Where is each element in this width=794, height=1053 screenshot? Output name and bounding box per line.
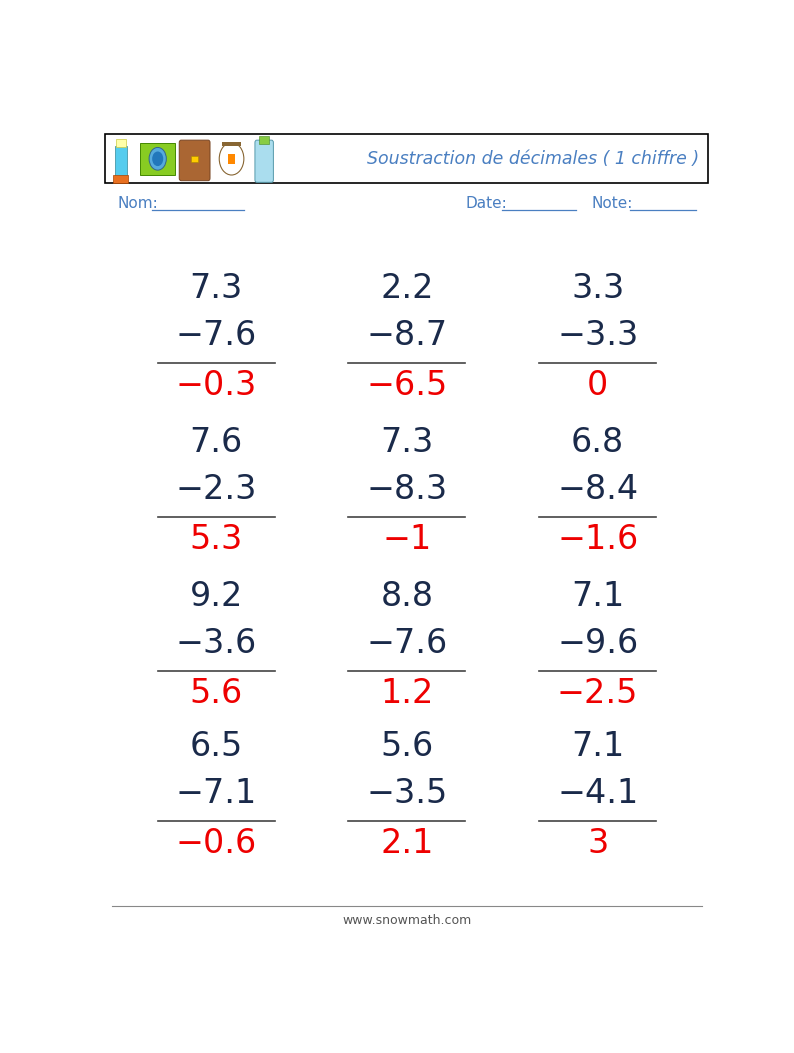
Circle shape — [152, 152, 164, 166]
FancyBboxPatch shape — [114, 175, 128, 183]
Text: 7.1: 7.1 — [571, 731, 624, 763]
Text: 7.1: 7.1 — [571, 580, 624, 614]
Text: −8.4: −8.4 — [557, 474, 638, 506]
Text: −7.6: −7.6 — [175, 319, 256, 353]
Text: 5.3: 5.3 — [190, 523, 243, 556]
Text: Nom:: Nom: — [118, 196, 159, 211]
Text: −3.6: −3.6 — [175, 628, 256, 660]
Text: 7.3: 7.3 — [190, 273, 243, 305]
Text: −3.3: −3.3 — [557, 319, 638, 353]
Text: 3: 3 — [587, 828, 608, 860]
Text: −6.5: −6.5 — [366, 370, 448, 402]
Text: −1: −1 — [382, 523, 432, 556]
Text: −0.3: −0.3 — [175, 370, 256, 402]
Text: 7.3: 7.3 — [380, 426, 434, 459]
FancyBboxPatch shape — [222, 142, 241, 145]
FancyBboxPatch shape — [179, 140, 210, 181]
Text: 5.6: 5.6 — [380, 731, 434, 763]
Text: 5.6: 5.6 — [190, 677, 243, 710]
Text: −2.3: −2.3 — [175, 474, 256, 506]
Text: 0: 0 — [587, 370, 608, 402]
Text: −9.6: −9.6 — [557, 628, 638, 660]
Text: 2.1: 2.1 — [380, 828, 434, 860]
Text: 2.2: 2.2 — [380, 273, 434, 305]
Text: −4.1: −4.1 — [557, 777, 638, 811]
Text: −7.1: −7.1 — [175, 777, 256, 811]
FancyBboxPatch shape — [191, 156, 198, 162]
FancyBboxPatch shape — [228, 154, 235, 163]
FancyBboxPatch shape — [255, 140, 273, 182]
FancyBboxPatch shape — [116, 139, 125, 147]
FancyBboxPatch shape — [114, 145, 127, 178]
Text: 8.8: 8.8 — [380, 580, 434, 614]
Text: 9.2: 9.2 — [190, 580, 243, 614]
Bar — [106, 135, 708, 183]
Text: −1.6: −1.6 — [557, 523, 638, 556]
FancyBboxPatch shape — [259, 136, 269, 144]
FancyBboxPatch shape — [141, 142, 175, 175]
Text: www.snowmath.com: www.snowmath.com — [342, 914, 472, 928]
Text: Date:: Date: — [465, 196, 507, 211]
Text: −2.5: −2.5 — [557, 677, 638, 710]
Text: −0.6: −0.6 — [175, 828, 256, 860]
Circle shape — [149, 147, 166, 171]
Text: 6.8: 6.8 — [571, 426, 624, 459]
Text: 6.5: 6.5 — [190, 731, 243, 763]
Text: −8.7: −8.7 — [366, 319, 448, 353]
Text: 3.3: 3.3 — [571, 273, 624, 305]
Text: −8.3: −8.3 — [366, 474, 448, 506]
Text: Soustraction de décimales ( 1 chiffre ): Soustraction de décimales ( 1 chiffre ) — [367, 150, 700, 167]
Text: −3.5: −3.5 — [366, 777, 448, 811]
Text: 1.2: 1.2 — [380, 677, 434, 710]
Text: 7.6: 7.6 — [190, 426, 243, 459]
Text: −7.6: −7.6 — [366, 628, 448, 660]
Text: Note:: Note: — [592, 196, 633, 211]
